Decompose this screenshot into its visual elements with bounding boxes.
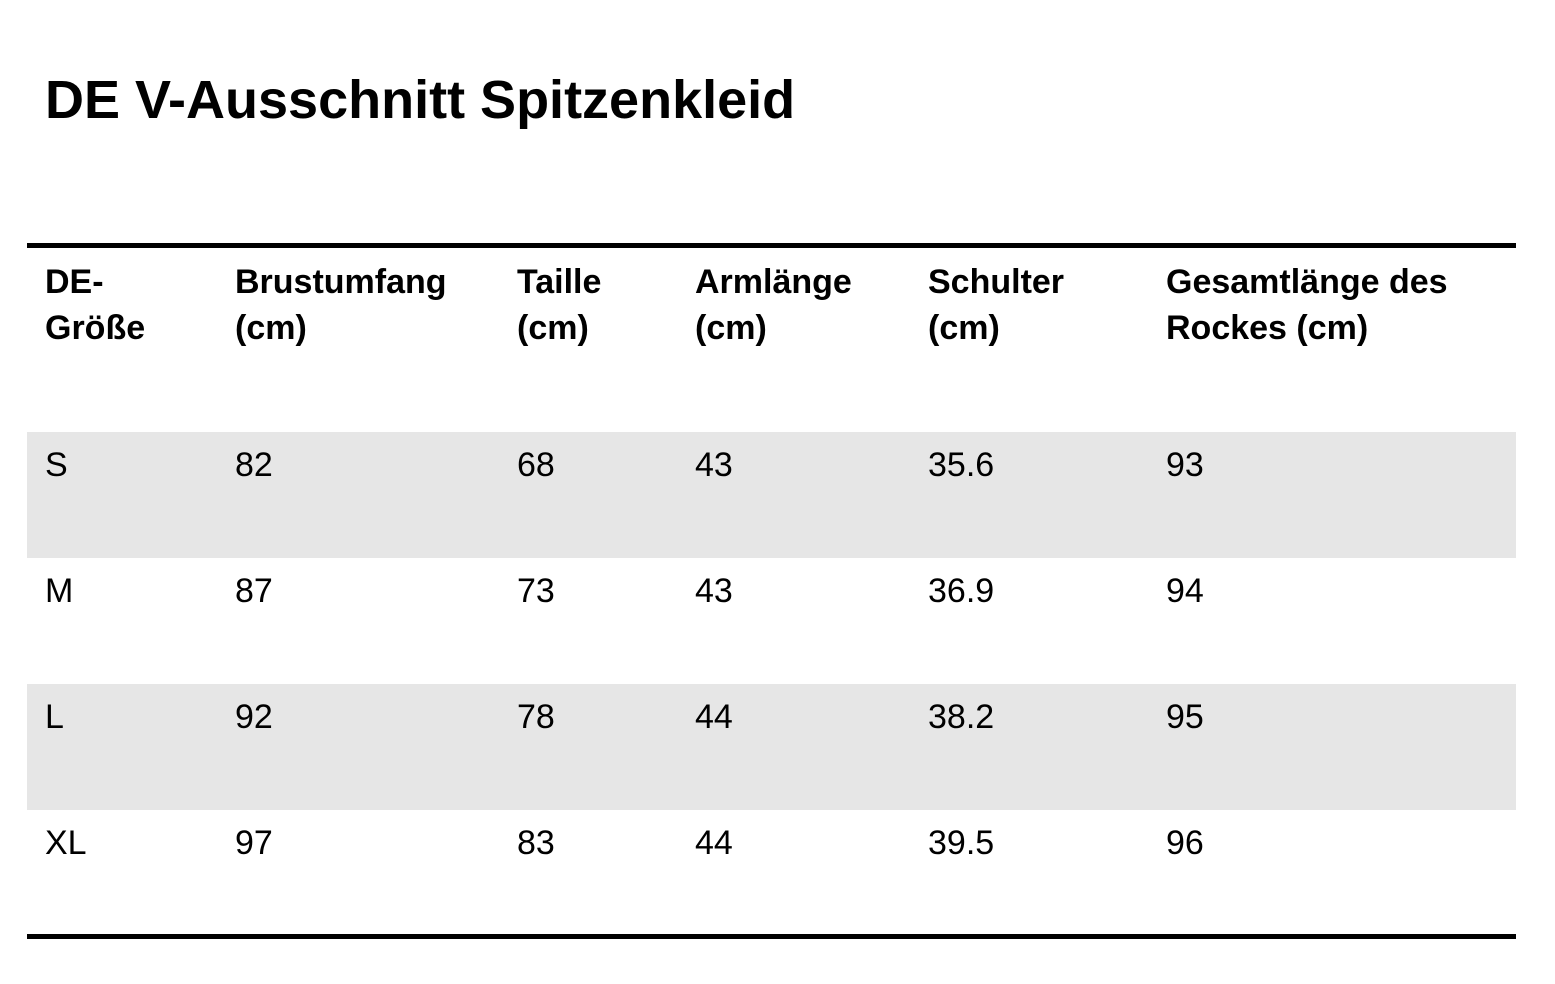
- header-de-size: DE- Größe: [45, 259, 205, 351]
- table-header-row: DE- Größe Brustumfang (cm) Taille (cm) A…: [27, 248, 1516, 437]
- table-row: L 92 78 44 38.2 95: [27, 684, 1516, 810]
- header-bust-line-1: Brustumfang: [235, 263, 447, 301]
- header-waist-line-2: (cm): [517, 309, 589, 347]
- size-table: DE- Größe Brustumfang (cm) Taille (cm) A…: [27, 243, 1516, 939]
- bust-cell: 92: [235, 698, 273, 736]
- header-total-length-line-2: Rockes (cm): [1166, 309, 1369, 347]
- size-cell: L: [45, 698, 64, 736]
- waist-cell: 73: [517, 572, 555, 610]
- sleeve-cell: 43: [695, 446, 733, 484]
- header-waist: Taille (cm): [517, 259, 677, 351]
- header-sleeve-line-1: Armlänge: [695, 263, 852, 301]
- shoulder-cell: 39.5: [928, 824, 995, 862]
- header-de-size-line-1: DE-: [45, 263, 104, 301]
- header-bust-line-2: (cm): [235, 309, 307, 347]
- size-cell: XL: [45, 824, 87, 862]
- size-cell: M: [45, 572, 74, 610]
- header-shoulder-line-2: (cm): [928, 309, 1000, 347]
- table-row: M 87 73 43 36.9 94: [27, 558, 1516, 684]
- header-total-length: Gesamtlänge des Rockes (cm): [1166, 259, 1506, 351]
- header-shoulder-line-1: Schulter: [928, 263, 1065, 301]
- waist-cell: 68: [517, 446, 555, 484]
- total-length-cell: 96: [1166, 824, 1204, 862]
- total-length-cell: 94: [1166, 572, 1204, 610]
- bust-cell: 87: [235, 572, 273, 610]
- header-bust: Brustumfang (cm): [235, 259, 505, 351]
- header-waist-line-1: Taille: [517, 263, 602, 301]
- bust-cell: 82: [235, 446, 273, 484]
- table-row: S 82 68 43 35.6 93: [27, 432, 1516, 558]
- shoulder-cell: 35.6: [928, 446, 995, 484]
- header-shoulder: Schulter (cm): [928, 259, 1138, 351]
- sleeve-cell: 44: [695, 698, 733, 736]
- sleeve-cell: 44: [695, 824, 733, 862]
- table-row: XL 97 83 44 39.5 96: [27, 810, 1516, 936]
- shoulder-cell: 38.2: [928, 698, 995, 736]
- waist-cell: 83: [517, 824, 555, 862]
- header-sleeve: Armlänge (cm): [695, 259, 905, 351]
- header-de-size-line-2: Größe: [45, 309, 146, 347]
- bust-cell: 97: [235, 824, 273, 862]
- header-total-length-line-1: Gesamtlänge des: [1166, 263, 1448, 301]
- sleeve-cell: 43: [695, 572, 733, 610]
- total-length-cell: 93: [1166, 446, 1204, 484]
- waist-cell: 78: [517, 698, 555, 736]
- shoulder-cell: 36.9: [928, 572, 995, 610]
- total-length-cell: 95: [1166, 698, 1204, 736]
- header-sleeve-line-2: (cm): [695, 309, 767, 347]
- size-cell: S: [45, 446, 68, 484]
- page-title: DE V-Ausschnitt Spitzenkleid: [45, 70, 796, 130]
